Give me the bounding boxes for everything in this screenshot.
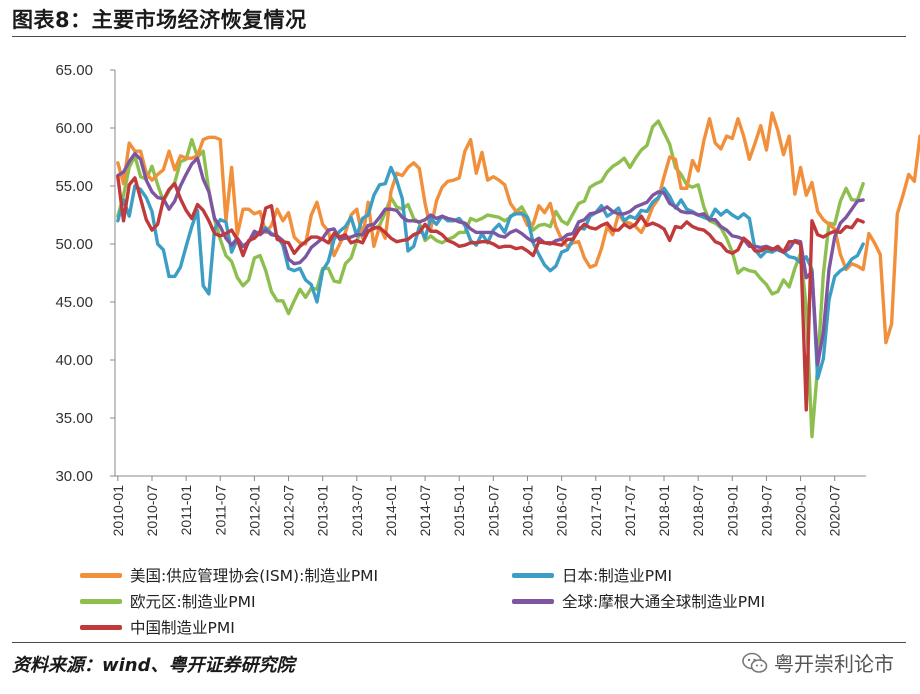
x-tick-label: 2020-01 [793,485,809,537]
legend-label-china: 中国制造业PMI [130,619,235,637]
x-tick-label: 2020-07 [827,485,843,537]
legend-item-japan: 日本:制造业PMI [512,564,672,586]
y-tick-label: 35.00 [55,410,93,427]
legend-label-us-ism: 美国:供应管理协会(ISM):制造业PMI [130,567,379,585]
wechat-icon [742,652,768,673]
x-tick-label: 2015-07 [485,485,501,537]
legend-swatch-eurozone [80,598,122,604]
legend-label-global: 全球:摩根大通全球制造业PMI [562,593,766,611]
x-tick-label: 2018-07 [690,485,706,537]
series-line-0 [116,111,920,345]
x-axis: 2010-01 2010-07 2011-01 2011-07 2012-01 2012-… [110,475,866,537]
x-tick-label: 2015-01 [451,485,467,537]
y-tick-label: 50.00 [55,236,93,253]
series-line-2 [116,119,865,439]
y-axis: 65.00 60.00 55.00 50.00 45.00 40.00 35.00 30.00 [55,62,116,485]
x-tick-label: 2012-01 [246,485,262,537]
legend-swatch-china [80,624,122,630]
series-layer [116,111,920,439]
x-tick-label: 2013-01 [315,485,331,537]
x-tick-label: 2011-01 [178,485,194,536]
watermark-text: 粤开崇利论市 [774,652,894,676]
legend-item-eurozone: 欧元区:制造业PMI [80,590,256,612]
x-tick-label: 2017-07 [622,485,638,537]
x-tick-label: 2017-01 [588,485,604,537]
x-tick-label: 2014-01 [383,485,399,537]
x-tick-label: 2016-07 [554,485,570,537]
title-divider [12,36,906,37]
watermark: 粤开崇利论市 [742,648,894,677]
y-tick-label: 65.00 [55,62,93,79]
legend-label-japan: 日本:制造业PMI [562,567,673,585]
legend-item-us-ism: 美国:供应管理协会(ISM):制造业PMI [80,564,378,586]
x-tick-label: 2010-01 [110,485,126,537]
x-tick-label: 2011-07 [212,485,228,536]
footer-divider [12,642,906,643]
y-tick-label: 45.00 [55,294,93,311]
page-title: 图表8：主要市场经济恢复情况 [12,8,307,32]
x-tick-label: 2016-01 [519,485,535,537]
legend-label-eurozone: 欧元区:制造业PMI [130,593,256,611]
y-tick-label: 55.00 [55,178,93,195]
y-tick-label: 30.00 [55,468,93,485]
series-line-3 [116,151,865,367]
pmi-line-chart: 65.00 60.00 55.00 50.00 45.00 40.00 35.00 30.00… [55,62,920,537]
legend-swatch-us-ism [80,572,122,578]
x-tick-label: 2018-01 [656,485,672,537]
x-tick-label: 2010-07 [144,485,160,537]
x-tick-label: 2019-01 [724,485,740,537]
x-tick-label: 2019-07 [758,485,774,537]
source-note: 资料来源：wind、粤开证券研究院 [12,655,295,676]
y-tick-label: 60.00 [55,120,93,137]
legend-swatch-global [512,598,554,604]
legend-swatch-japan [512,572,554,578]
legend-item-china: 中国制造业PMI [80,616,235,638]
x-tick-label: 2014-07 [417,485,433,537]
y-tick-label: 40.00 [55,352,93,369]
legend-item-global: 全球:摩根大通全球制造业PMI [512,590,765,612]
x-tick-label: 2012-07 [281,485,297,537]
series-line-4 [116,175,865,412]
x-tick-label: 2013-07 [349,485,365,537]
